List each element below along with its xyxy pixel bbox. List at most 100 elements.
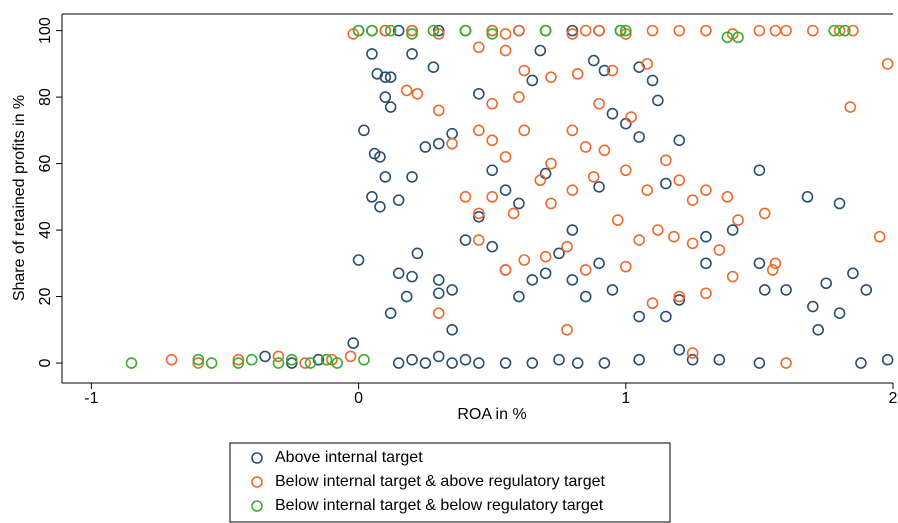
point (446, 357, 458, 369)
point (780, 357, 792, 369)
point (513, 24, 525, 37)
point (486, 97, 498, 110)
point (459, 24, 472, 37)
point (593, 257, 605, 270)
point (534, 44, 547, 57)
point (673, 294, 686, 306)
point (847, 24, 859, 37)
point (686, 237, 699, 250)
point (579, 290, 592, 303)
point (598, 357, 611, 369)
point (427, 61, 440, 73)
point (366, 191, 378, 203)
point (539, 167, 552, 180)
point (860, 284, 873, 296)
point (473, 357, 485, 369)
point (392, 194, 405, 206)
point (726, 270, 739, 283)
point (411, 247, 424, 260)
point (446, 324, 458, 336)
point (566, 28, 579, 40)
point (646, 24, 659, 37)
point (473, 210, 485, 223)
point (641, 58, 653, 70)
point (780, 24, 792, 37)
point (406, 270, 418, 283)
point (571, 68, 584, 80)
point (459, 234, 472, 246)
point (646, 74, 659, 87)
point (598, 144, 611, 157)
point (427, 24, 440, 37)
point (619, 260, 632, 273)
y-tick-label: 40 (37, 221, 54, 239)
point (539, 24, 552, 37)
point (633, 131, 645, 143)
point (432, 24, 445, 37)
point (513, 91, 525, 103)
point (400, 290, 413, 303)
point (753, 164, 766, 177)
point (400, 84, 413, 97)
point (379, 91, 392, 103)
point (881, 58, 894, 70)
point (374, 151, 386, 163)
point (611, 214, 624, 226)
point (534, 174, 547, 187)
point (700, 24, 712, 37)
point (392, 267, 405, 280)
point (406, 28, 418, 40)
y-tick-label: 100 (37, 17, 54, 44)
point (625, 111, 637, 123)
point (726, 224, 739, 236)
point (606, 284, 619, 296)
point (566, 184, 579, 196)
point (769, 257, 782, 270)
point (700, 287, 712, 300)
point (820, 277, 832, 290)
point (352, 24, 365, 37)
point (384, 307, 397, 319)
point (566, 24, 579, 37)
point (526, 357, 539, 369)
point (686, 194, 699, 206)
point (473, 207, 485, 220)
point (606, 64, 619, 77)
x-tick-label: 0 (354, 390, 363, 407)
point (507, 207, 520, 220)
point (812, 324, 824, 336)
point (272, 350, 285, 363)
point (566, 224, 579, 236)
point (358, 353, 370, 366)
point (545, 197, 557, 210)
point (406, 24, 418, 37)
point (807, 300, 819, 313)
point (259, 350, 271, 363)
point (406, 353, 418, 366)
point (553, 247, 565, 260)
point (587, 171, 600, 183)
point (700, 257, 712, 270)
point (801, 191, 814, 203)
point (499, 151, 512, 163)
point (526, 74, 539, 87)
point (633, 353, 645, 366)
point (473, 124, 485, 137)
point (384, 71, 397, 83)
point (881, 353, 894, 366)
point (473, 41, 485, 54)
point (384, 101, 397, 113)
point (553, 353, 565, 366)
point (579, 141, 592, 153)
point (619, 164, 632, 177)
point (566, 124, 579, 137)
point (833, 24, 846, 37)
point (432, 274, 445, 286)
point (660, 310, 672, 323)
point (807, 24, 819, 37)
legend-marker (251, 500, 263, 512)
point (473, 87, 485, 100)
point (606, 107, 619, 120)
point (855, 357, 867, 369)
